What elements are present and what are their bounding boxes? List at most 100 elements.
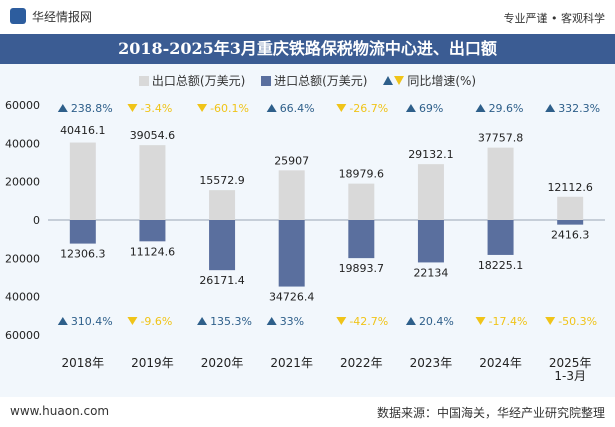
import-bar xyxy=(69,220,96,244)
export-bar xyxy=(278,170,305,220)
export-value-label: 39054.6 xyxy=(130,129,176,142)
brand-name: 华经情报网 xyxy=(32,10,93,24)
legend-yoy-label: 同比增速(%) xyxy=(407,74,477,88)
export-growth-label: 29.6% xyxy=(489,102,524,115)
import-value-label: 22134 xyxy=(413,266,448,279)
triangle-down-icon xyxy=(394,76,405,85)
growth-down-triangle xyxy=(336,317,347,325)
growth-up-triangle xyxy=(266,104,277,112)
y-tick-label: 40000 xyxy=(5,291,40,304)
triangle-up-icon xyxy=(383,76,394,85)
site-url: www.huaon.com xyxy=(10,404,110,418)
export-value-label: 15572.9 xyxy=(199,174,245,187)
growth-down-triangle xyxy=(127,104,138,112)
growth-up-triangle xyxy=(475,104,486,112)
growth-down-triangle xyxy=(336,104,347,112)
y-tick-label: 40000 xyxy=(5,137,40,150)
import-bar xyxy=(209,220,236,271)
export-value-label: 40416.1 xyxy=(60,124,106,137)
import-bar xyxy=(417,220,444,263)
import-growth-label: -9.6% xyxy=(140,315,172,328)
legend-import-label: 进口总额(万美元) xyxy=(274,74,368,88)
chart: 60000 40000 20000 0 20000 40000 60000 40416.1 12… xyxy=(5,99,605,383)
import-growth-label: 135.3% xyxy=(210,315,252,328)
export-value-label: 18979.6 xyxy=(339,168,385,181)
import-value-label: 11124.6 xyxy=(130,245,176,258)
export-growth-label: 66.4% xyxy=(280,102,315,115)
export-value-label: 37757.8 xyxy=(478,132,524,145)
export-bar xyxy=(209,190,236,220)
import-value-label: 18225.1 xyxy=(478,259,524,272)
growth-up-triangle xyxy=(545,104,556,112)
import-bar xyxy=(278,220,305,287)
import-value-label: 34726.4 xyxy=(269,291,315,304)
x-tick-label: 2020年 xyxy=(201,356,244,370)
x-tick-label: 1-3月 xyxy=(554,369,586,383)
export-growth-label: -60.1% xyxy=(210,102,249,115)
legend-import: 进口总额(万美元) xyxy=(261,72,367,89)
chart-title: 2018-2025年3月重庆铁路保税物流中心进、出口额 xyxy=(118,39,497,58)
export-growth-label: 238.8% xyxy=(71,102,113,115)
growth-up-triangle xyxy=(57,104,68,112)
growth-up-triangle xyxy=(57,317,68,325)
y-tick-label: 60000 xyxy=(5,99,40,112)
import-bar xyxy=(348,220,375,259)
y-tick-label: 60000 xyxy=(5,329,40,342)
export-bar xyxy=(557,196,584,220)
import-bar xyxy=(139,220,166,242)
x-tick-label: 2022年 xyxy=(340,356,383,370)
import-value-label: 26171.4 xyxy=(199,274,245,287)
import-bar xyxy=(557,220,584,225)
x-tick-label: 2025年 xyxy=(549,356,592,370)
legend-yoy: 同比增速(%) xyxy=(383,72,476,89)
import-growth-label: -50.3% xyxy=(558,315,597,328)
growth-up-triangle xyxy=(266,317,277,325)
export-bar xyxy=(487,147,514,220)
export-growth-label: -3.4% xyxy=(140,102,172,115)
footer: www.huaon.com 数据来源：中国海关，华经产业研究院整理 xyxy=(0,397,615,427)
import-value-label: 2416.3 xyxy=(551,229,590,242)
export-growth-label: -26.7% xyxy=(349,102,388,115)
legend: 出口总额(万美元) 进口总额(万美元) 同比增速(%) xyxy=(0,72,615,89)
export-bar xyxy=(417,164,444,220)
x-tick-label: 2019年 xyxy=(131,356,174,370)
export-bar xyxy=(348,183,375,220)
tagline: 专业严谨 • 客观科学 xyxy=(503,12,605,25)
export-value-label: 12112.6 xyxy=(547,181,593,194)
x-tick-label: 2018年 xyxy=(62,356,105,370)
x-tick-label: 2024年 xyxy=(479,356,522,370)
growth-up-triangle xyxy=(405,104,416,112)
import-growth-label: -42.7% xyxy=(349,315,388,328)
brand: 华经情报网 xyxy=(10,8,92,25)
import-growth-label: -17.4% xyxy=(489,315,528,328)
growth-down-triangle xyxy=(127,317,138,325)
growth-down-triangle xyxy=(197,104,208,112)
legend-import-swatch xyxy=(261,76,272,86)
export-growth-label: 69% xyxy=(419,102,443,115)
growth-up-triangle xyxy=(197,317,208,325)
import-value-label: 19893.7 xyxy=(339,262,385,275)
data-source: 数据来源：中国海关，华经产业研究院整理 xyxy=(376,406,605,420)
import-growth-label: 20.4% xyxy=(419,315,454,328)
y-tick-label: 20000 xyxy=(5,176,40,189)
growth-down-triangle xyxy=(475,317,486,325)
export-value-label: 25907 xyxy=(274,154,309,167)
export-bar xyxy=(139,145,166,220)
legend-export: 出口总额(万美元) xyxy=(138,72,246,89)
growth-down-triangle xyxy=(545,317,556,325)
x-tick-label: 2023年 xyxy=(410,356,453,370)
export-value-label: 29132.1 xyxy=(408,148,454,161)
title-bar: 2018-2025年3月重庆铁路保税物流中心进、出口额 xyxy=(0,34,615,64)
legend-export-label: 出口总额(万美元) xyxy=(151,74,246,88)
logo-icon xyxy=(10,8,26,24)
legend-export-swatch xyxy=(138,76,149,86)
import-growth-label: 310.4% xyxy=(71,315,113,328)
y-tick-label: 0 xyxy=(33,214,40,227)
export-bar xyxy=(69,142,96,220)
x-tick-label: 2021年 xyxy=(270,356,313,370)
growth-up-triangle xyxy=(405,317,416,325)
import-value-label: 12306.3 xyxy=(60,248,106,261)
import-growth-label: 33% xyxy=(280,315,304,328)
export-growth-label: 332.3% xyxy=(558,102,600,115)
header: 华经情报网 专业严谨 • 客观科学 xyxy=(0,0,615,34)
